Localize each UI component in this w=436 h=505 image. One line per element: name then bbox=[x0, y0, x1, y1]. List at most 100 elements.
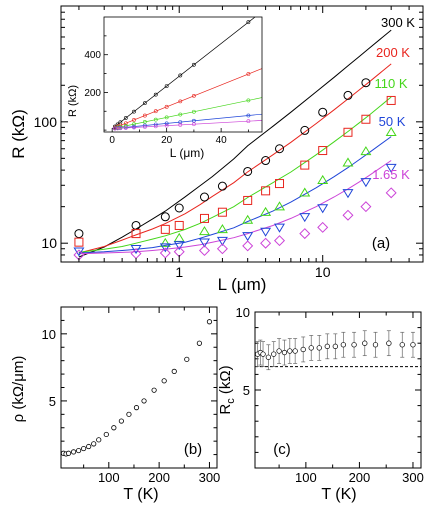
inset-data-point bbox=[178, 73, 183, 78]
data-point-300-K bbox=[243, 166, 253, 176]
x-tick-label-b: 300 bbox=[199, 470, 221, 485]
inset-data-point bbox=[191, 122, 196, 127]
inset-data-point bbox=[132, 118, 136, 122]
y-tick-label-b: 10 bbox=[42, 327, 56, 342]
data-point-300-K bbox=[300, 125, 310, 135]
data-point-1-65-K bbox=[242, 240, 254, 252]
inset-data-point bbox=[164, 121, 169, 126]
inset-data-point bbox=[142, 120, 147, 124]
y-tick-label-a: 100 bbox=[34, 114, 58, 130]
data-point-300-K bbox=[199, 192, 209, 202]
inset-data-point bbox=[178, 99, 183, 104]
contact-resistance-point bbox=[281, 349, 288, 356]
data-point-110-K bbox=[317, 174, 329, 184]
data-point-300-K bbox=[361, 78, 371, 88]
data-point-50-K bbox=[317, 204, 329, 214]
contact-resistance-point bbox=[410, 342, 416, 348]
x-tick-label-a: 10 bbox=[315, 264, 331, 280]
data-point-110-K bbox=[360, 146, 372, 156]
inset-data-point bbox=[178, 123, 183, 127]
inset-data-point bbox=[164, 115, 169, 120]
data-point-300-K bbox=[74, 229, 84, 239]
inset-data-point bbox=[153, 124, 158, 129]
y-tick-label-c: 10 bbox=[236, 305, 250, 320]
inset-data-point bbox=[123, 123, 128, 128]
legend-300K: 300 K bbox=[381, 15, 415, 30]
inset-data-point bbox=[153, 109, 158, 114]
inset-data-point bbox=[123, 126, 128, 130]
contact-resistance-point bbox=[287, 348, 293, 354]
data-point-200-K bbox=[275, 179, 285, 189]
panel-c: 100 200 300 5 10 (c) T (K) Rc (kΩ) bbox=[217, 305, 424, 503]
inset-data-point bbox=[118, 123, 123, 128]
contact-resistance-point bbox=[292, 348, 298, 354]
data-point-200-K bbox=[300, 160, 310, 170]
data-point-200-K bbox=[199, 213, 209, 223]
inset-data-point bbox=[246, 72, 251, 76]
panel-c-xlabel: T (K) bbox=[321, 486, 356, 503]
fit-line-200-K bbox=[78, 63, 392, 254]
inset-x-tick-label: 0 bbox=[109, 135, 115, 146]
legend-200K: 200 K bbox=[376, 45, 410, 60]
data-point-200-K bbox=[74, 237, 84, 247]
inset-fit-line bbox=[112, 97, 263, 130]
data-point-200-K bbox=[386, 95, 396, 105]
inset-data-point bbox=[118, 126, 123, 131]
inset-data-point bbox=[178, 112, 183, 117]
inset-fit-line bbox=[112, 120, 263, 130]
resistivity-point bbox=[111, 425, 117, 431]
legend-110K: 110 K bbox=[374, 76, 407, 91]
data-point-110-K bbox=[260, 206, 272, 216]
data-point-300-K bbox=[131, 220, 141, 230]
data-point-300-K bbox=[318, 107, 328, 117]
inset-data-point bbox=[153, 117, 158, 122]
data-point-300-K bbox=[261, 156, 271, 166]
inset-data-point bbox=[246, 20, 251, 25]
inset-data-point bbox=[153, 122, 158, 127]
inset-y-tick-label: 200 bbox=[84, 88, 101, 99]
inset-data-point bbox=[142, 124, 147, 129]
data-point-200-K bbox=[131, 229, 141, 239]
y-tick-label-b: 5 bbox=[49, 394, 56, 409]
data-point-50-K bbox=[242, 232, 254, 242]
data-point-200-K bbox=[318, 146, 328, 156]
inset-data-point bbox=[164, 84, 169, 88]
data-point-200-K bbox=[160, 224, 170, 234]
data-point-1-65-K bbox=[299, 228, 311, 240]
data-point-200-K bbox=[343, 127, 353, 137]
data-point-110-K bbox=[274, 201, 286, 211]
inset-data-point bbox=[132, 125, 136, 130]
inset-data-point bbox=[246, 113, 251, 118]
x-tick-label-c: 300 bbox=[402, 470, 424, 485]
contact-resistance-point bbox=[332, 343, 338, 349]
data-point-300-K bbox=[160, 212, 170, 222]
data-point-1-65-K bbox=[216, 243, 228, 255]
data-point-110-K bbox=[173, 232, 185, 242]
x-tick-label-c: 100 bbox=[295, 470, 317, 485]
inset-data-point bbox=[142, 113, 147, 118]
contact-resistance-point bbox=[260, 351, 266, 357]
x-tick-label-c: 200 bbox=[349, 470, 371, 485]
legend-1-65K: 1.65 K bbox=[372, 167, 410, 182]
contact-resistance-point bbox=[265, 354, 272, 360]
y-tick-label-c: 5 bbox=[243, 383, 250, 398]
panel-a-inset: 0 20 40 200 400 L (μm) R (kΩ) bbox=[67, 16, 263, 160]
inset-y-tick-label: 400 bbox=[84, 50, 101, 61]
legend-50K: 50 K bbox=[379, 114, 406, 129]
inset-data-point bbox=[123, 116, 128, 120]
fit-line-110-K bbox=[78, 96, 392, 253]
panel-b-label: (b) bbox=[184, 441, 202, 458]
data-point-200-K bbox=[217, 207, 227, 217]
contact-resistance-point bbox=[386, 340, 392, 346]
inset-fit-line bbox=[112, 68, 263, 130]
data-point-200-K bbox=[261, 186, 271, 196]
data-point-110-K bbox=[385, 126, 397, 136]
data-point-110-K bbox=[216, 224, 228, 234]
data-point-1-65-K bbox=[198, 245, 210, 257]
data-point-200-K bbox=[361, 114, 371, 124]
resistivity-point bbox=[65, 450, 72, 456]
contact-resistance-point bbox=[300, 346, 306, 353]
resistivity-point bbox=[70, 449, 77, 455]
inset-data-point bbox=[115, 126, 120, 131]
resistivity-point bbox=[171, 368, 177, 374]
